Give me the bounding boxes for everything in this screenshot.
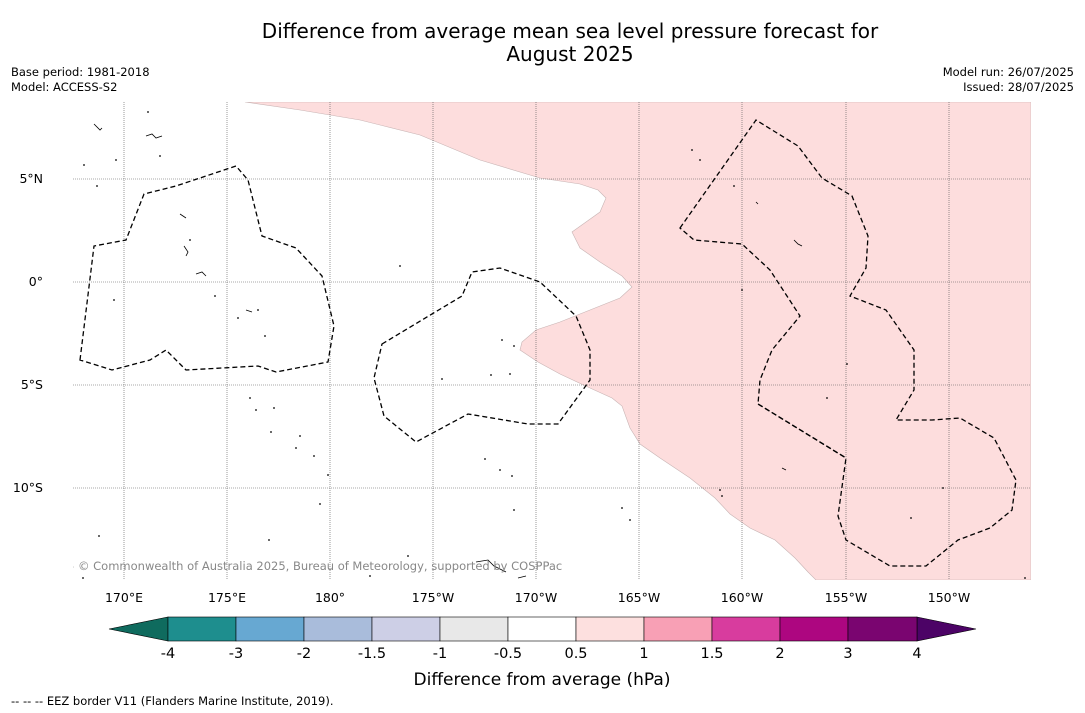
eez-phoenix-islands [373,267,591,443]
lon-label: 175°E [208,590,246,605]
issued-date: Issued: 28/07/2025 [963,80,1074,94]
lon-labels: 170°E 175°E 180° 175°W 170°W 165°W 160°W… [105,590,970,605]
lon-gridlines [123,102,950,580]
colorbar-segment [167,616,237,642]
lat-labels: 5°N 0° 5°S 10°S [13,171,43,495]
map-title: Difference from average mean sea level p… [0,20,1085,66]
colorbar-tick-label: 0.5 [564,646,587,662]
colorbar-over-arrow [916,616,977,642]
metadata-right: Model run: 26/07/2025 Issued: 28/07/2025 [943,65,1074,95]
colorbar-title: Difference from average (hPa) [414,670,671,690]
colorbar: -4 -3 -2 -1.5 -1 -0.5 0.5 1 1.5 2 3 4 Di… [108,616,977,690]
colorbar-segment [711,616,781,642]
colorbar-segment [235,616,305,642]
lon-label: 160°W [721,590,763,605]
eez-line-islands [679,119,1017,567]
copyright-notice: © Commonwealth of Australia 2025, Bureau… [78,559,562,573]
small-islands [73,111,1026,579]
eez-borders [79,119,1017,567]
island-outlines [93,123,803,579]
colorbar-under-arrow [108,616,169,642]
title-line-2: August 2025 [506,42,634,66]
colorbar-tick-label: 4 [912,646,921,662]
lon-label: 155°W [825,590,867,605]
colorbar-segments [167,616,918,642]
lat-label: 5°N [19,171,43,186]
base-period: Base period: 1981-2018 [11,65,150,79]
colorbar-tick-label: 1 [639,646,648,662]
lon-label: 165°W [618,590,660,605]
colorbar-tick-label: 3 [843,646,852,662]
colorbar-segment [371,616,441,642]
colorbar-tick-label: 1.5 [700,646,723,662]
positive-anomaly-region [244,102,1031,580]
lat-label: 0° [29,274,43,289]
model-name: Model: ACCESS-S2 [11,80,118,94]
colorbar-tick-label: -1.5 [358,646,386,662]
lat-gridlines [73,178,1031,489]
lat-label: 10°S [13,480,43,495]
colorbar-segment [779,616,849,642]
eez-internal-boundary [757,403,847,459]
colorbar-tick-label: -3 [229,646,243,662]
colorbar-segment [439,616,509,642]
colorbar-tick-label: -4 [161,646,175,662]
colorbar-tick-label: -2 [297,646,311,662]
title-line-1: Difference from average mean sea level p… [261,19,879,43]
lon-label: 170°W [515,590,557,605]
map-panel[interactable]: © Commonwealth of Australia 2025, Bureau… [54,102,1031,580]
lon-label: 175°W [412,590,454,605]
colorbar-tick-label: 2 [775,646,784,662]
colorbar-tick-label: -0.5 [494,646,522,662]
colorbar-segment [643,616,713,642]
lon-label: 180° [315,590,345,605]
model-run: Model run: 26/07/2025 [942,65,1074,79]
colorbar-tick-label: -1 [433,646,447,662]
metadata-left: Base period: 1981-2018 Model: ACCESS-S2 [11,65,150,95]
colorbar-segment [507,616,577,642]
eez-legend-note: -- -- -- EEZ border V11 (Flanders Marine… [11,694,334,708]
lat-label: 5°S [21,377,43,392]
lon-label: 170°E [105,590,143,605]
colorbar-tick-labels: -4 -3 -2 -1.5 -1 -0.5 0.5 1 1.5 2 3 4 [161,646,922,662]
colorbar-segment [847,616,918,642]
lon-label: 150°W [928,590,970,605]
colorbar-segment [303,616,373,642]
eez-kiribati-gilbert-tuvalu [79,165,335,373]
colorbar-segment [575,616,645,642]
